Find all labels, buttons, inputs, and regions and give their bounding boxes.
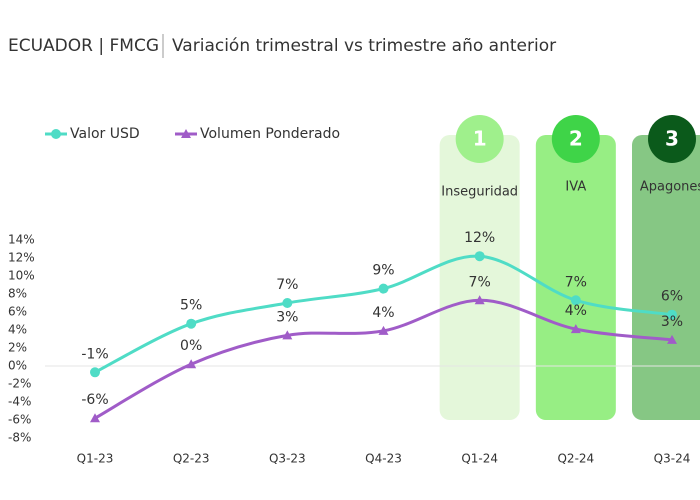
point-marker xyxy=(667,334,677,344)
data-label: 9% xyxy=(372,263,394,279)
data-label: 7% xyxy=(565,274,587,290)
y-tick-label: 14% xyxy=(8,233,35,247)
data-label: 3% xyxy=(276,309,298,325)
y-tick-label: 0% xyxy=(8,359,27,373)
data-label: 7% xyxy=(276,277,298,293)
y-tick-label: 10% xyxy=(8,269,35,283)
legend-label: Valor USD xyxy=(70,126,140,142)
y-tick-label: -6% xyxy=(8,413,31,427)
point-marker xyxy=(570,295,581,306)
point-marker xyxy=(186,359,197,369)
y-tick-label: 6% xyxy=(8,305,27,319)
x-tick-label: Q1-23 xyxy=(77,452,114,466)
point-marker xyxy=(570,324,581,334)
y-tick-label: -2% xyxy=(8,377,31,391)
x-tick-label: Q4-23 xyxy=(365,452,402,466)
highlight-circle xyxy=(551,115,600,163)
y-tick-label: -8% xyxy=(8,431,31,445)
highlight-box xyxy=(535,135,616,420)
point-marker xyxy=(282,330,293,340)
highlight-box xyxy=(439,135,520,420)
data-label: 6% xyxy=(661,289,683,305)
data-label: 7% xyxy=(469,274,491,290)
highlight-number: 3 xyxy=(665,127,679,151)
x-tick-label: Q3-23 xyxy=(269,452,306,466)
data-label: 3% xyxy=(661,314,683,330)
highlight-circle xyxy=(648,115,696,163)
highlight-label: Inseguridad xyxy=(441,185,518,200)
data-label: 12% xyxy=(464,230,495,246)
y-tick-label: 12% xyxy=(8,251,35,265)
point-marker xyxy=(378,283,389,294)
legend-label: Volumen Ponderado xyxy=(200,126,340,142)
legend-marker xyxy=(181,129,191,138)
data-label: 5% xyxy=(180,298,202,314)
point-marker xyxy=(90,413,100,423)
point-marker xyxy=(474,251,485,262)
x-tick-label: Q1-24 xyxy=(461,452,498,466)
y-tick-label: -4% xyxy=(8,395,31,409)
x-tick-label: Q2-23 xyxy=(173,452,210,466)
point-marker xyxy=(667,309,677,320)
data-label: -6% xyxy=(81,392,108,408)
y-tick-label: 2% xyxy=(8,341,27,355)
highlight-box xyxy=(632,135,700,420)
chart-subtitle: Variación trimestral vs trimestre año an… xyxy=(172,36,556,56)
point-marker xyxy=(90,367,100,378)
data-label: 0% xyxy=(180,338,202,354)
highlight-number: 1 xyxy=(473,127,487,151)
highlight-label: IVA xyxy=(565,180,586,195)
legend-marker xyxy=(51,129,61,139)
data-label: 4% xyxy=(372,305,394,321)
data-label: 4% xyxy=(565,303,587,319)
data-label: -1% xyxy=(81,346,108,362)
highlight-label: Apagones xyxy=(640,180,700,195)
highlight-number: 2 xyxy=(569,127,583,151)
point-marker xyxy=(474,295,485,305)
x-tick-label: Q2-24 xyxy=(557,452,594,466)
highlight-circle xyxy=(455,115,504,163)
y-tick-label: 8% xyxy=(8,287,27,301)
y-tick-label: 4% xyxy=(8,323,27,337)
point-marker xyxy=(186,318,197,329)
chart-title: ECUADOR | FMCG xyxy=(8,36,159,56)
x-tick-label: Q3-24 xyxy=(654,452,691,466)
point-marker xyxy=(282,298,293,308)
point-marker xyxy=(378,325,389,335)
